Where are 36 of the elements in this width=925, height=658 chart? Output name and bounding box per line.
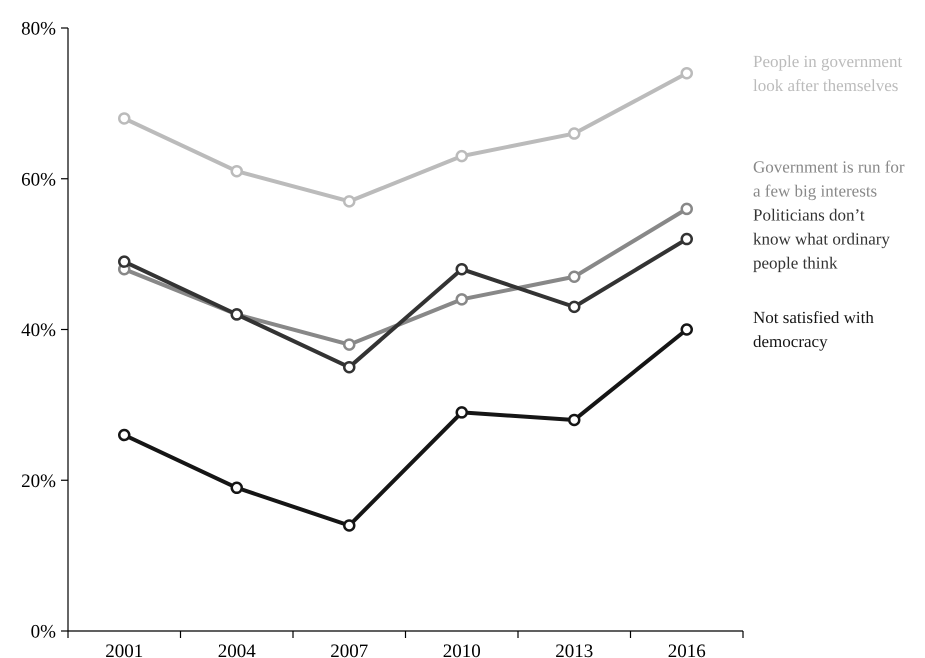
x-tick-label: 2010	[442, 641, 481, 658]
x-tick-label: 2013	[555, 641, 594, 658]
point	[568, 270, 580, 283]
point	[343, 338, 356, 351]
point	[568, 300, 580, 314]
point	[680, 232, 693, 246]
y-tick-label: 0%	[30, 622, 56, 643]
x-tick-label: 2001	[105, 641, 144, 658]
point	[343, 360, 356, 374]
x-tick-label: 2007	[330, 641, 368, 658]
x-tick-label: 2016	[668, 641, 706, 658]
point	[230, 164, 243, 178]
point	[230, 482, 243, 494]
point	[343, 519, 356, 532]
y-tick-label: 20%	[21, 470, 56, 492]
point	[680, 202, 693, 216]
y-tick-label: 60%	[21, 169, 56, 190]
point	[456, 150, 468, 162]
text: Not satisfied with democracy	[753, 308, 874, 352]
text: People in government look after themselves	[753, 52, 902, 95]
point	[343, 195, 356, 208]
point	[568, 127, 580, 140]
text: Politicians don’t know what ordinary people think	[753, 206, 890, 273]
point	[118, 112, 130, 125]
x-tick-label: 2004	[218, 641, 256, 658]
point	[680, 66, 693, 80]
text: Government is run for a few big interests	[753, 158, 905, 201]
point	[118, 255, 130, 268]
point	[456, 262, 468, 276]
point	[456, 293, 468, 306]
point	[118, 428, 130, 442]
point	[456, 406, 468, 419]
point	[680, 323, 693, 336]
point	[568, 414, 580, 426]
y-tick-label: 80%	[21, 18, 56, 40]
y-tick-label: 40%	[21, 320, 56, 342]
